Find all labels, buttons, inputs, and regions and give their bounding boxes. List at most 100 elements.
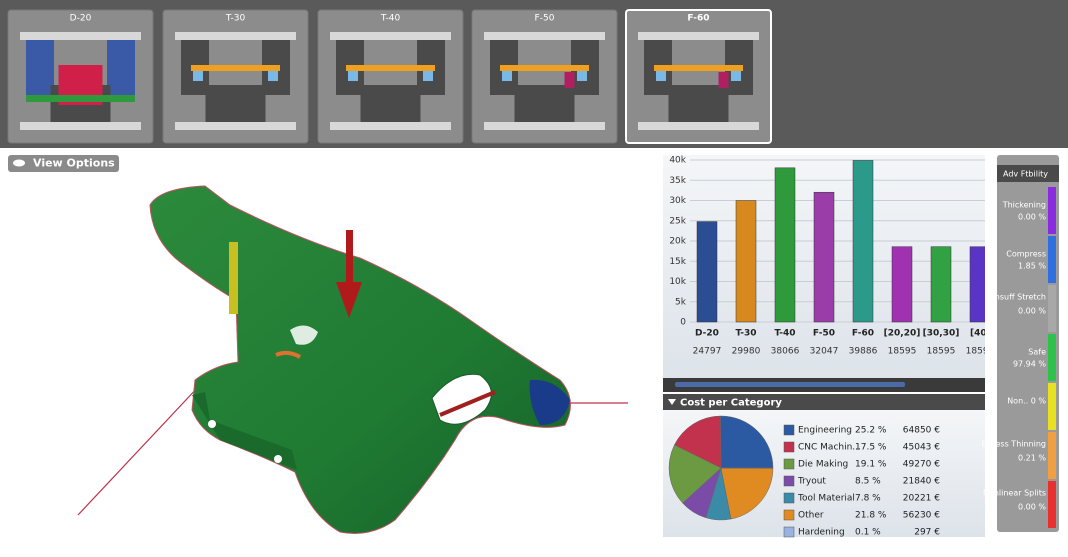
legend-percent: 8.5 % xyxy=(855,477,881,487)
legend-swatch xyxy=(783,441,795,453)
formability-value: 0.00 % xyxy=(1018,503,1046,512)
die-plate xyxy=(330,32,451,40)
legend-swatch xyxy=(783,526,795,538)
bar xyxy=(735,200,757,323)
bar xyxy=(696,221,718,323)
y-tick-label: 25k xyxy=(669,216,686,226)
die-plate xyxy=(175,32,296,40)
sheet xyxy=(191,65,280,71)
formability-color xyxy=(1048,187,1056,234)
formability-value: 97.94 % xyxy=(1013,360,1046,369)
view-options-label[interactable]: View Options xyxy=(33,157,115,170)
legend-amount: 56230 € xyxy=(903,511,940,521)
legend-percent: 19.1 % xyxy=(855,460,887,470)
legend-swatch xyxy=(783,475,795,487)
legend-swatch xyxy=(783,509,795,521)
pad xyxy=(348,71,358,81)
pad xyxy=(502,71,512,81)
formability-panel xyxy=(997,155,1059,532)
legend-percent: 0.1 % xyxy=(855,528,881,538)
x-tick-label: T-40 xyxy=(774,329,795,339)
y-tick-label: 15k xyxy=(669,257,686,267)
thumbnail-label[interactable]: F-50 xyxy=(535,14,555,24)
pad xyxy=(268,71,278,81)
x-tick-label: [20,20] xyxy=(884,329,921,339)
collapse-icon[interactable] xyxy=(668,399,676,405)
formability-value: 0.21 % xyxy=(1018,454,1046,463)
formability-value: 1.85 % xyxy=(1018,262,1046,271)
die-plate xyxy=(20,122,141,130)
legend-percent: 7.8 % xyxy=(855,494,881,504)
formability-value: 0.00 % xyxy=(1018,213,1046,222)
pad xyxy=(577,71,587,81)
pie-header[interactable] xyxy=(663,394,985,410)
x-tick-label: F-50 xyxy=(813,329,835,339)
value-label: 29980 xyxy=(732,347,761,357)
legend-amount: 20221 € xyxy=(903,494,940,504)
thumbnail-label[interactable]: T-40 xyxy=(380,14,401,24)
formability-color xyxy=(1048,383,1056,430)
y-tick-label: 35k xyxy=(669,176,686,186)
legend-name: Other xyxy=(798,511,824,521)
sheet xyxy=(346,65,435,71)
die-plate xyxy=(330,122,451,130)
die-plate xyxy=(175,122,296,130)
y-tick-label: 20k xyxy=(669,237,686,247)
die-plate xyxy=(484,32,605,40)
value-label: 18595 xyxy=(888,347,917,357)
thumbnail-label[interactable]: F-60 xyxy=(687,14,709,24)
die-plate xyxy=(638,122,759,130)
die-plate xyxy=(484,122,605,130)
y-tick-label: 0 xyxy=(680,318,686,328)
legend-name: Die Making xyxy=(798,460,848,470)
value-label: 18595 xyxy=(927,347,956,357)
pie-slice xyxy=(720,415,774,469)
bar-group: D-20 24797 T-30 29980 T-40 38066 F-50 32047 F-60… xyxy=(693,160,990,357)
formability-color xyxy=(1048,432,1056,479)
legend-name: Engineering xyxy=(798,426,852,436)
formability-value: 0.00 % xyxy=(1018,307,1046,316)
legend-percent: 17.5 % xyxy=(855,443,887,453)
thumbnail-label[interactable]: D-20 xyxy=(70,14,92,24)
formability-label: Compress xyxy=(1006,250,1046,259)
formability-color xyxy=(1048,236,1056,283)
legend-amount: 64850 € xyxy=(903,426,940,436)
y-tick-label: 10k xyxy=(669,277,686,287)
formability-label: Thickening xyxy=(1002,201,1046,210)
legend-name: Tool Material xyxy=(797,494,855,504)
bar xyxy=(930,246,952,323)
pie-title[interactable]: Cost per Category xyxy=(680,398,782,409)
thumbnail-label[interactable]: T-30 xyxy=(225,14,246,24)
x-tick-label: F-60 xyxy=(852,329,874,339)
pie-slice xyxy=(674,415,722,469)
legend-name: Tryout xyxy=(797,477,826,487)
legend-swatch xyxy=(783,424,795,436)
cam xyxy=(718,72,729,88)
die-block xyxy=(26,40,54,95)
cam xyxy=(564,72,575,88)
y-tick-label: 30k xyxy=(669,196,686,206)
x-tick-label: D-20 xyxy=(695,329,719,339)
formability-label: Non.. 0 % xyxy=(1007,397,1046,406)
bar xyxy=(969,246,985,323)
x-tick-label: [30,30] xyxy=(923,329,960,339)
y-tick-label: 40k xyxy=(669,156,686,166)
die-block xyxy=(360,85,421,122)
legend-name: CNC Machin... xyxy=(798,443,861,453)
value-label: 39886 xyxy=(849,347,878,357)
formability-color xyxy=(1048,285,1056,332)
view-options-button[interactable] xyxy=(8,155,119,172)
die-plate xyxy=(638,32,759,40)
x-tick-label: T-30 xyxy=(735,329,756,339)
pad xyxy=(423,71,433,81)
x-tick-label: [40, xyxy=(970,329,990,339)
scroll-thumb[interactable] xyxy=(675,382,905,387)
legend-amount: 297 € xyxy=(914,528,940,538)
legend-swatch xyxy=(783,492,795,504)
die-plate xyxy=(20,32,141,40)
bar xyxy=(891,246,913,323)
formability-title: Adv Ftbility xyxy=(1003,170,1048,179)
die-block xyxy=(205,85,266,122)
formability-label: Excess Thinning xyxy=(981,440,1046,449)
